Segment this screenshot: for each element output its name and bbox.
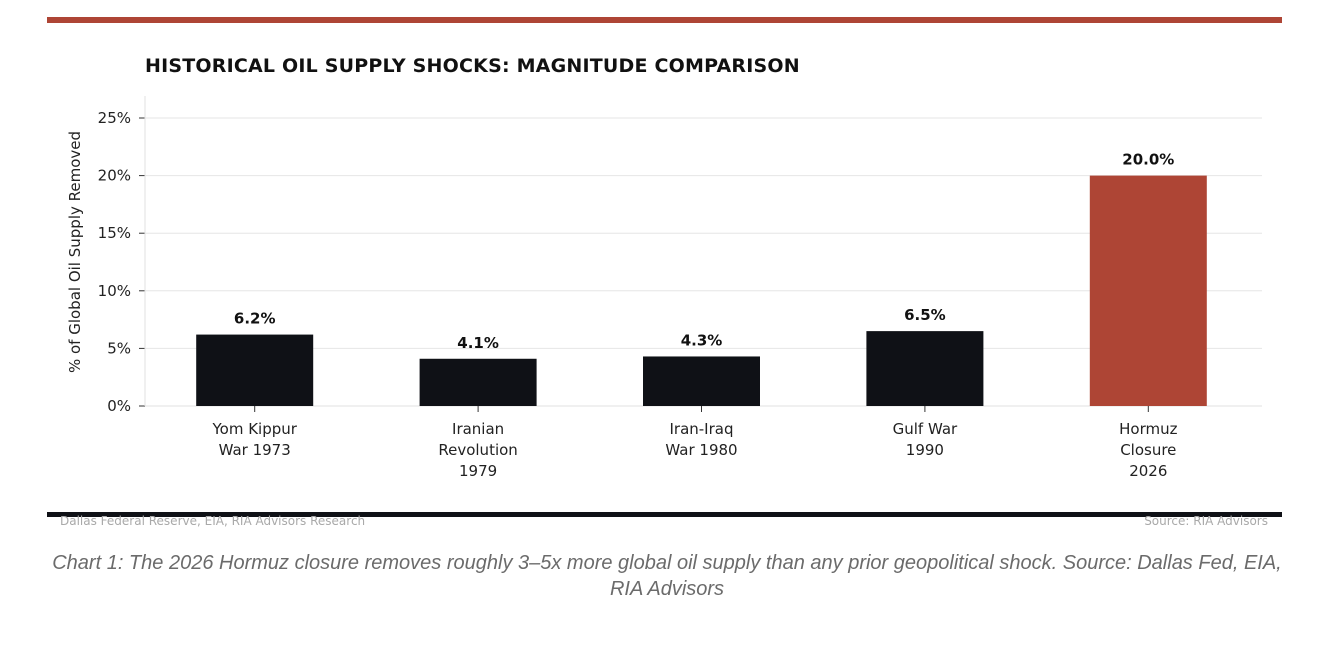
y-tick-label: 25% [98,109,131,127]
footer-source-left: Dallas Federal Reserve, EIA, RIA Advisor… [60,514,366,528]
bar [1089,175,1207,406]
x-tick-label: Gulf War [893,420,958,438]
bar-value-label: 4.1% [457,334,499,352]
y-axis-label: % of Global Oil Supply Removed [66,131,84,373]
footer-source-right: Source: RIA Advisors [1144,514,1268,528]
x-tick-label: Yom Kippur [211,420,297,438]
y-tick-label: 0% [107,397,131,415]
x-tick-label: Closure [1120,441,1176,459]
bar-value-label: 4.3% [681,331,723,349]
x-tick-label: 2026 [1129,462,1167,480]
bar-value-label: 20.0% [1122,151,1174,169]
y-tick-label: 5% [107,339,131,357]
x-tick-label: 1990 [906,441,944,459]
bar [643,356,760,406]
y-tick-label: 20% [98,167,131,185]
chart-caption: Chart 1: The 2026 Hormuz closure removes… [52,552,1282,600]
bar [419,358,537,406]
y-tick-label: 10% [98,282,131,300]
bar-value-label: 6.5% [904,306,946,324]
x-tick-label: 1979 [459,462,497,480]
x-tick-label: Revolution [438,441,517,459]
y-tick-label: 15% [98,224,131,242]
bottom-rule [47,512,1282,517]
chart-title: HISTORICAL OIL SUPPLY SHOCKS: MAGNITUDE … [145,55,800,77]
x-tick-label: Iran-Iraq [669,420,733,438]
x-tick-label: Iranian [452,420,504,438]
bar [866,331,984,406]
top-accent-rule [47,17,1282,23]
bar [196,334,314,406]
x-tick-label: War 1973 [219,441,291,459]
x-tick-label: War 1980 [665,441,737,459]
bar-value-label: 6.2% [234,310,276,328]
x-tick-label: Hormuz [1119,420,1177,438]
